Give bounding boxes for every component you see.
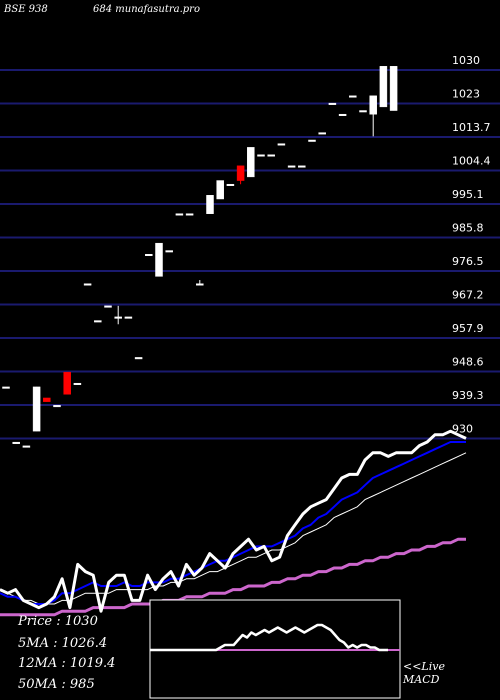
- candle-body: [53, 405, 61, 408]
- candle-body: [236, 165, 245, 181]
- stat-price: Price : 1030: [18, 614, 98, 629]
- candle-body: [389, 66, 398, 111]
- candle-body: [165, 250, 173, 253]
- candle-body: [104, 305, 112, 308]
- candle-body: [247, 147, 255, 178]
- candle-body: [216, 180, 224, 200]
- y-tick-label: 1004.4: [452, 155, 491, 168]
- candle-body: [338, 113, 347, 116]
- candle-body: [308, 139, 316, 142]
- candle-body: [175, 213, 184, 216]
- candle-body: [94, 320, 102, 323]
- candle-body: [277, 143, 286, 146]
- header-left: BSE 938: [4, 4, 48, 15]
- stat-price-label: Price: [18, 614, 53, 629]
- y-tick-labels: 1030 1023 1013.7 1004.4 995.1 985.8 976.5 967.2…: [452, 54, 491, 436]
- candle-body: [359, 110, 367, 113]
- candle-body: [196, 283, 204, 286]
- candle-body: [185, 213, 194, 216]
- stat-5ma-value: 1026.4: [61, 636, 108, 651]
- y-tick-label: 1030: [452, 54, 480, 67]
- candle-body: [155, 242, 163, 277]
- candle-body: [32, 386, 41, 432]
- macd-panel: [149, 599, 401, 699]
- candle-body: [145, 254, 153, 256]
- candle-body: [206, 195, 214, 214]
- candles: [2, 66, 398, 448]
- stat-50ma: 50MA : 985: [18, 677, 95, 692]
- candle-body: [349, 95, 357, 98]
- y-tick-label: 939.3: [452, 389, 484, 402]
- indicator-lines: [0, 429, 467, 617]
- candle-body: [83, 283, 92, 286]
- candle-body: [267, 154, 275, 157]
- y-tick-label: 1023: [452, 88, 480, 101]
- candle-body: [379, 66, 388, 108]
- y-tick-label: 967.2: [452, 289, 484, 302]
- candle-body: [22, 445, 31, 448]
- y-tick-label: 1013.7: [452, 121, 491, 134]
- y-tick-label: 976.5: [452, 255, 484, 268]
- candle-body: [124, 316, 133, 319]
- stat-12ma-value: 1019.4: [69, 656, 116, 671]
- candle-body: [2, 386, 10, 389]
- candle-body: [63, 371, 71, 395]
- candle-body: [318, 132, 326, 135]
- stat-50ma-value: 985: [69, 677, 95, 692]
- ma-mid-line: [0, 452, 467, 605]
- y-tick-label: 930: [452, 423, 473, 436]
- candle-body: [114, 316, 122, 319]
- candle-body: [257, 154, 265, 157]
- candle-body: [226, 183, 235, 186]
- ma-slow-line: [0, 537, 466, 617]
- grid-lines: [0, 69, 500, 440]
- ma-fast-line: [0, 441, 466, 605]
- candle-body: [298, 165, 306, 168]
- candle-body: [12, 441, 20, 444]
- stat-5ma: 5MA : 1026.4: [18, 636, 108, 651]
- stat-price-value: 1030: [64, 614, 98, 629]
- candle-body: [134, 357, 143, 360]
- candle-body: [328, 102, 337, 105]
- y-tick-label: 995.1: [452, 188, 484, 201]
- stat-50ma-label: 50MA: [18, 677, 58, 692]
- candle-body: [43, 397, 51, 402]
- candle-body: [287, 165, 296, 168]
- macd-label: <<Live MACD: [403, 660, 445, 686]
- y-tick-label: 948.6: [452, 356, 484, 369]
- y-tick-label: 957.9: [452, 322, 484, 335]
- candle-body: [73, 382, 82, 385]
- candle-body: [369, 95, 377, 115]
- stat-12ma-label: 12MA: [18, 656, 58, 671]
- y-tick-label: 985.8: [452, 222, 484, 235]
- price-line: [0, 429, 467, 613]
- macd-line: [150, 623, 388, 652]
- header-right: 684 munafasutra.pro: [93, 4, 200, 15]
- stat-12ma: 12MA : 1019.4: [18, 656, 116, 671]
- stat-5ma-label: 5MA: [18, 636, 49, 651]
